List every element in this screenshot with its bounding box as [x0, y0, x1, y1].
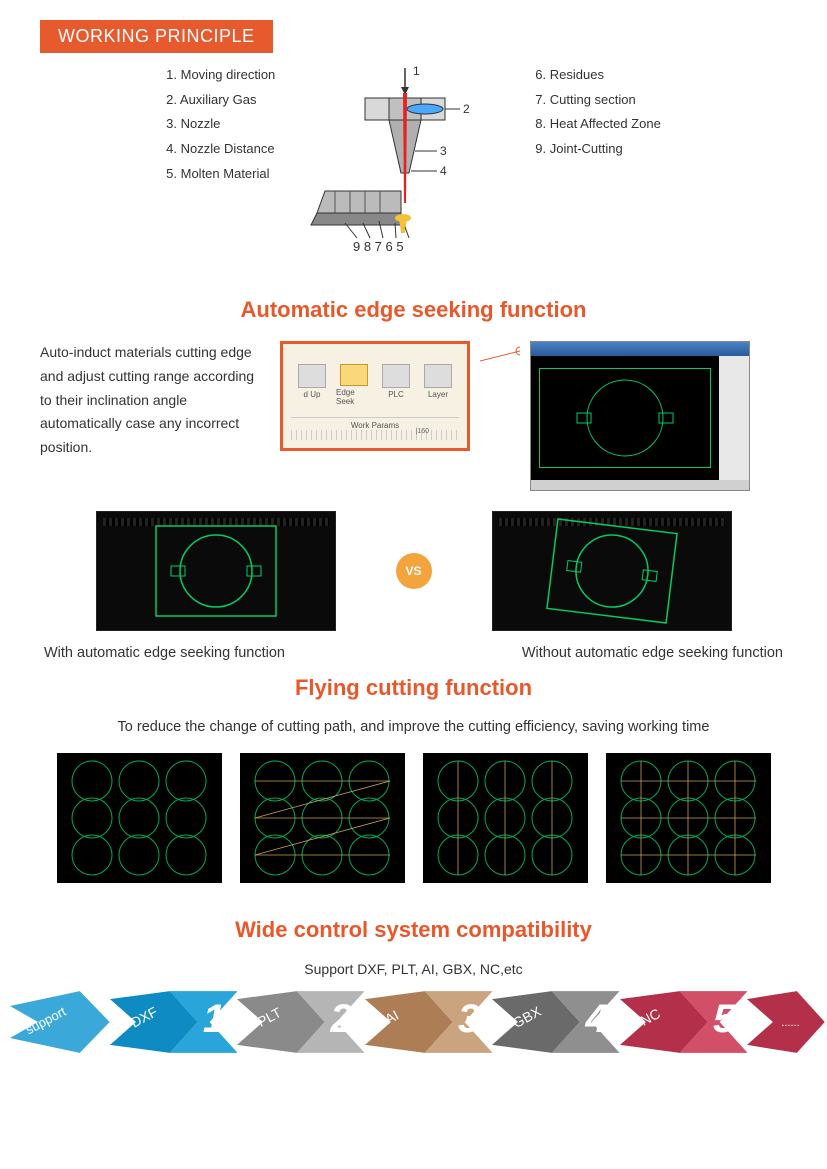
- principle-item: 8. Heat Affected Zone: [535, 112, 661, 137]
- principle-section: 1. Moving direction 2. Auxiliary Gas 3. …: [0, 63, 827, 283]
- principle-item: 7. Cutting section: [535, 88, 661, 113]
- cad-shape: [565, 373, 685, 463]
- compat-desc: Support DXF, PLT, AI, GBX, NC,etc: [0, 961, 827, 977]
- flying-image-4: [606, 753, 771, 883]
- principle-item: 4. Nozzle Distance: [166, 137, 275, 162]
- ribbon-support: support: [10, 991, 110, 1053]
- cad-screenshot: [530, 341, 750, 491]
- principle-list-right: 6. Residues 7. Cutting section 8. Heat A…: [535, 63, 661, 162]
- vs-badge: VS: [396, 553, 432, 589]
- principle-item: 9. Joint-Cutting: [535, 137, 661, 162]
- ribbon-row: support DXF 1 PLT 2 AI 3 GBX 4: [0, 997, 827, 1087]
- principle-list-left: 1. Moving direction 2. Auxiliary Gas 3. …: [166, 63, 275, 186]
- principle-item: 1. Moving direction: [166, 63, 275, 88]
- svg-text:2: 2: [463, 102, 470, 116]
- vs-image-with: [96, 511, 336, 631]
- vs-shape-aligned: [151, 521, 281, 621]
- connector-line: [480, 341, 520, 451]
- principle-item: 2. Auxiliary Gas: [166, 88, 275, 113]
- vs-labels: With automatic edge seeking function Wit…: [0, 641, 827, 661]
- principle-item: 5. Molten Material: [166, 162, 275, 187]
- principle-item: 6. Residues: [535, 63, 661, 88]
- ribbon-dxf: DXF 1: [110, 991, 238, 1053]
- edge-title: Automatic edge seeking function: [0, 297, 827, 323]
- edge-desc: Auto-induct materials cutting edge and a…: [40, 341, 260, 460]
- ribbon-gbx: GBX 4: [492, 991, 620, 1053]
- svg-text:1: 1: [413, 64, 420, 78]
- toolbar-footer: Work Params: [291, 417, 459, 430]
- ribbon-nc: NC 5: [620, 991, 748, 1053]
- vs-label-without: Without automatic edge seeking function: [522, 645, 783, 661]
- edge-row: Auto-induct materials cutting edge and a…: [0, 341, 827, 491]
- vs-image-without: [492, 511, 732, 631]
- flying-image-1: [57, 753, 222, 883]
- toolbar-screenshot: d Up Edge Seek PLC Layer Work Params |16…: [280, 341, 470, 451]
- vs-shape-skewed: [541, 513, 682, 628]
- toolbar-icon: PLC: [378, 364, 414, 406]
- svg-text:9 8 7 6 5: 9 8 7 6 5: [353, 239, 404, 254]
- edge-images: d Up Edge Seek PLC Layer Work Params |16…: [280, 341, 787, 491]
- svg-text:4: 4: [440, 164, 447, 178]
- toolbar-icon-edge-seek: Edge Seek: [336, 364, 372, 406]
- flying-title: Flying cutting function: [0, 675, 827, 701]
- svg-text:3: 3: [440, 144, 447, 158]
- flying-row: [0, 753, 827, 883]
- section-header: WORKING PRINCIPLE: [40, 20, 273, 53]
- flying-desc: To reduce the change of cutting path, an…: [0, 719, 827, 735]
- toolbar-icon: d Up: [294, 364, 330, 406]
- flying-image-2: [240, 753, 405, 883]
- ribbon-plt: PLT 2: [237, 991, 365, 1053]
- compat-title: Wide control system compatibility: [0, 917, 827, 943]
- toolbar-icon: Layer: [420, 364, 456, 406]
- vs-label-with: With automatic edge seeking function: [44, 645, 285, 661]
- laser-diagram: 1 2 3 4 9 8 7 6 5: [305, 63, 505, 273]
- flying-image-3: [423, 753, 588, 883]
- ribbon-more: ......: [747, 991, 827, 1053]
- ribbon-ai: AI 3: [365, 991, 493, 1053]
- toolbar-ruler: |160: [291, 430, 459, 440]
- principle-item: 3. Nozzle: [166, 112, 275, 137]
- vs-comparison-row: VS: [0, 491, 827, 641]
